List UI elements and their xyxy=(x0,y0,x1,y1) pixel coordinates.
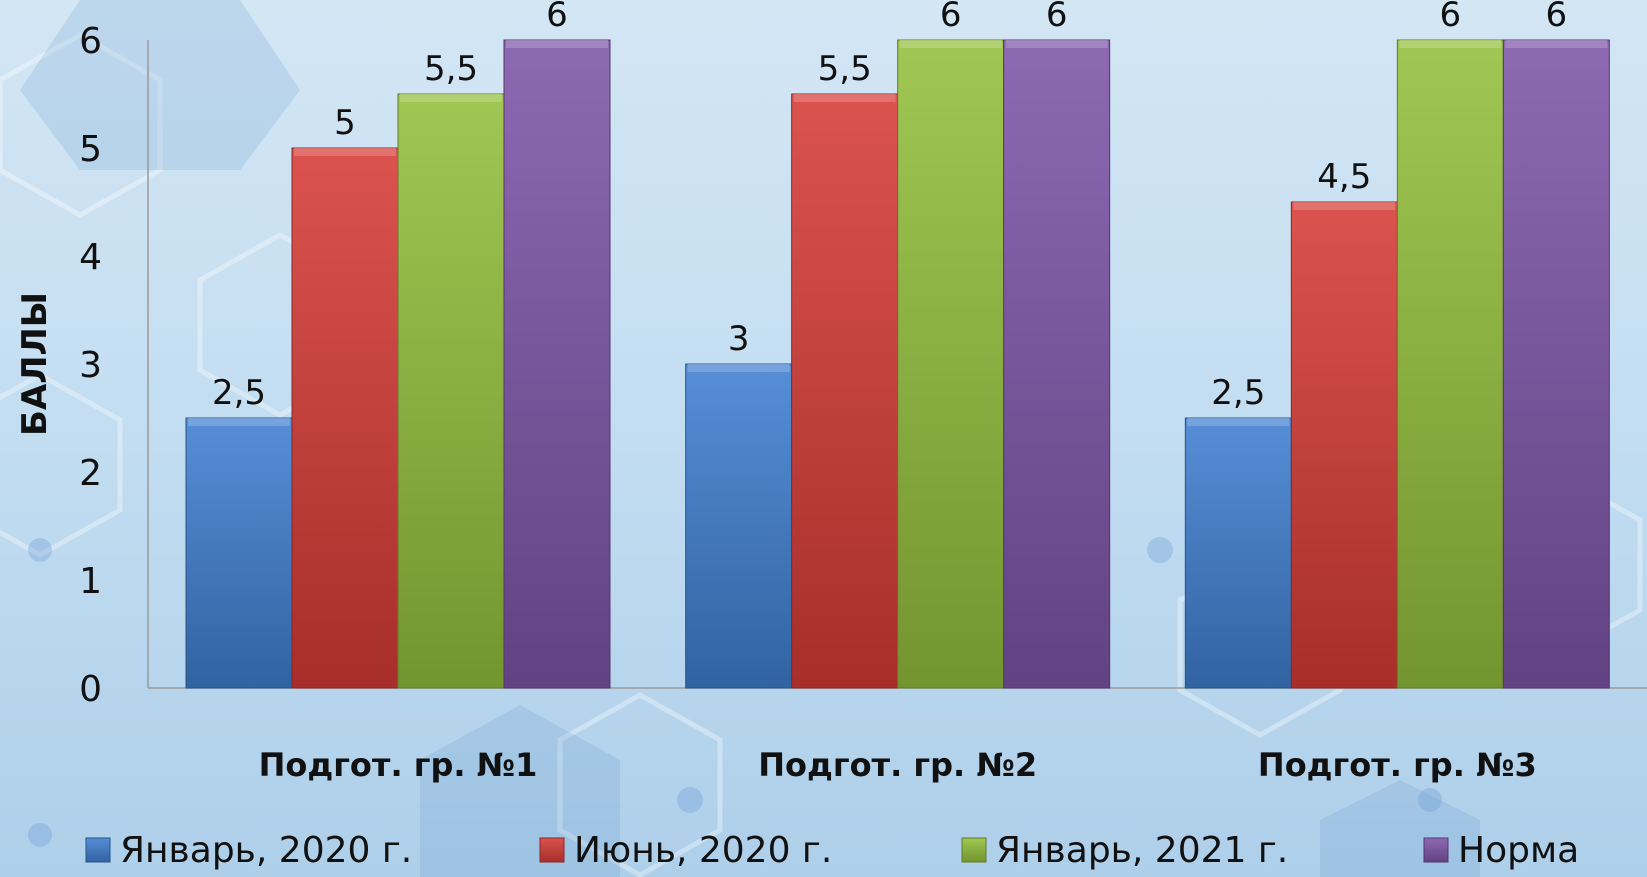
bar xyxy=(503,39,611,689)
bar xyxy=(1396,39,1504,689)
data-label: 3 xyxy=(728,319,750,359)
bar xyxy=(1003,39,1111,689)
data-label: 2,5 xyxy=(212,373,266,413)
bar xyxy=(291,147,399,689)
bar-bevel xyxy=(506,40,608,48)
y-tick-label: 4 xyxy=(79,237,102,278)
data-labels: 2,5 5 5,5 6 3 5,5 6 6 2,5 4,5 6 6 xyxy=(212,0,1567,413)
y-tick-labels: 0 1 2 3 4 5 6 xyxy=(79,21,102,710)
legend-label: Январь, 2021 г. xyxy=(996,830,1288,871)
legend-label: Норма xyxy=(1458,830,1579,871)
bar-bevel xyxy=(1187,418,1290,426)
category-label: Подгот. гр. №2 xyxy=(758,746,1037,784)
y-tick-label: 2 xyxy=(79,453,102,494)
bar-bevel xyxy=(899,40,1002,48)
bar xyxy=(1290,201,1398,689)
data-label: 6 xyxy=(546,0,568,35)
y-tick-label: 5 xyxy=(79,129,102,170)
data-label: 5 xyxy=(334,103,356,143)
category-labels: Подгот. гр. №1 Подгот. гр. №2 Подгот. гр. … xyxy=(259,746,1537,784)
bar xyxy=(791,93,899,689)
legend-label: Июнь, 2020 г. xyxy=(574,830,832,871)
data-label: 6 xyxy=(1546,0,1568,35)
bar xyxy=(397,93,505,689)
category-label: Подгот. гр. №1 xyxy=(259,746,538,784)
bar-bevel xyxy=(188,418,290,426)
data-label: 6 xyxy=(940,0,962,35)
bar-bevel xyxy=(1399,40,1502,48)
bar xyxy=(185,417,293,689)
data-label: 6 xyxy=(1046,0,1068,35)
bar-bevel xyxy=(1505,40,1608,48)
category-label: Подгот. гр. №3 xyxy=(1258,746,1537,784)
legend: Январь, 2020 г. Июнь, 2020 г. Январь, 2021… xyxy=(85,830,1579,871)
data-label: 5,5 xyxy=(818,49,872,89)
y-axis-title: БАЛЛЫ xyxy=(15,292,55,436)
y-tick-label: 1 xyxy=(79,561,102,602)
bar xyxy=(1184,417,1292,689)
bar-bevel xyxy=(294,148,396,156)
data-label: 2,5 xyxy=(1211,373,1265,413)
bar xyxy=(685,363,793,689)
legend-swatch xyxy=(539,837,565,863)
legend-swatch xyxy=(961,837,987,863)
bar-bevel xyxy=(687,364,790,372)
y-tick-label: 6 xyxy=(79,21,102,62)
bar-bevel xyxy=(1005,40,1108,48)
bar-bevel xyxy=(1293,202,1396,210)
data-label: 4,5 xyxy=(1317,157,1371,197)
legend-label: Январь, 2020 г. xyxy=(120,830,412,871)
y-tick-label: 0 xyxy=(79,669,102,710)
data-label: 6 xyxy=(1440,0,1462,35)
bar xyxy=(897,39,1005,689)
legend-swatch xyxy=(85,837,111,863)
legend-swatch xyxy=(1423,837,1449,863)
bar-bevel xyxy=(400,94,502,102)
bar xyxy=(1502,39,1610,689)
bar-bevel xyxy=(793,94,896,102)
y-tick-label: 3 xyxy=(79,345,102,386)
bars xyxy=(185,39,1610,689)
data-label: 5,5 xyxy=(424,49,478,89)
